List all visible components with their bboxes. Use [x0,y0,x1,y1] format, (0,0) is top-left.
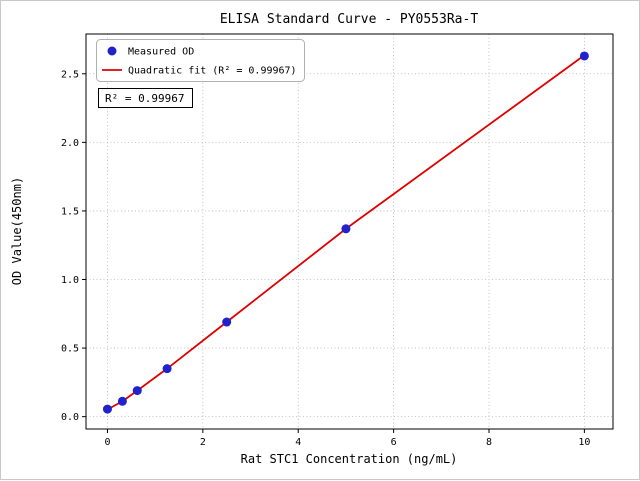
data-point [132,386,142,396]
legend-box [96,39,305,82]
data-point [222,317,232,327]
x-tick-label: 10 [578,437,590,448]
y-tick-label: 2.0 [61,138,79,149]
x-tick-label: 4 [295,437,301,448]
data-point [102,404,112,414]
y-tick-label: 0.0 [61,412,79,423]
data-point [341,224,351,234]
data-point [579,51,589,61]
x-tick-label: 6 [391,437,397,448]
legend-label-measured-od: Measured OD [128,47,194,58]
x-tick-label: 2 [200,437,206,448]
r-squared-text: R² = 0.99967 [105,92,184,105]
data-point [162,364,172,374]
y-tick-label: 1.0 [61,275,79,286]
x-tick-label: 8 [486,437,492,448]
x-tick-label: 0 [104,437,110,448]
r-squared-annotation: R² = 0.99967 [98,88,193,108]
legend-label-quadratic-fit: Quadratic fit (R² = 0.99967) [128,66,297,77]
y-tick-label: 1.5 [61,206,79,217]
x-axis-label: Rat STC1 Concentration (ng/mL) [241,452,458,466]
y-tick-label: 2.5 [61,69,79,80]
data-point [117,396,127,406]
legend-marker-measured-od-icon [107,46,117,56]
r-squared-box [98,88,193,108]
chart-title: ELISA Standard Curve - PY0553Ra-T [220,12,478,27]
plot-border [85,33,614,430]
y-tick-label: 0.5 [61,344,79,355]
legend: Measured OD Quadratic fit (R² = 0.99967) [96,39,305,82]
y-axis-label: OD Value(450nm) [10,177,24,285]
